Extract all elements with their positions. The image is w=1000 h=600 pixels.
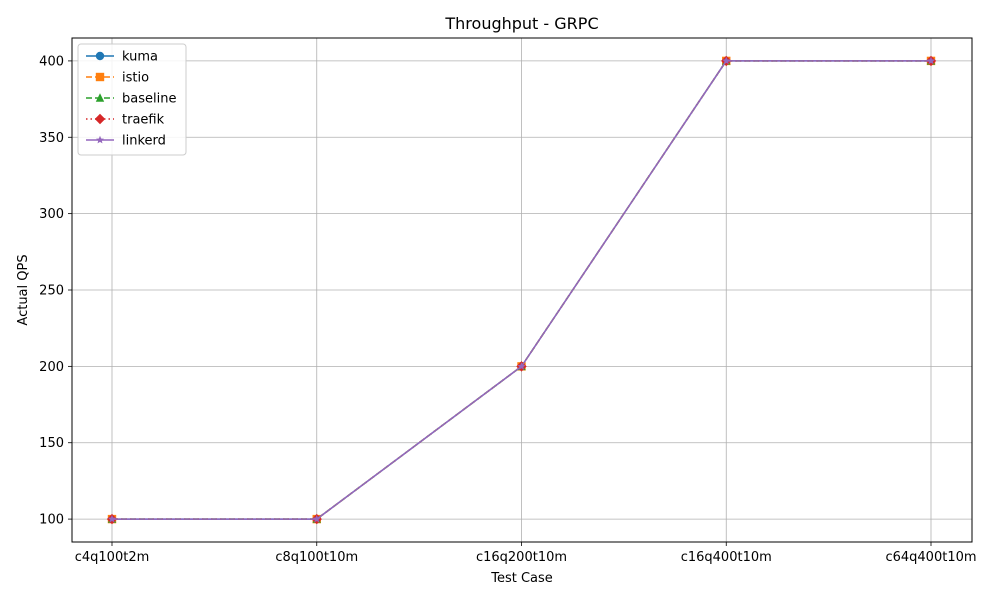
legend: kuma istio baseline traefik linkerd [77, 43, 187, 156]
y-tick-label: 150 [39, 436, 64, 451]
series-layer [106, 55, 937, 525]
legend-box [77, 43, 187, 156]
legend-label-linkerd: linkerd [122, 134, 166, 149]
x-tick-label: c16q200t10m [476, 550, 567, 565]
y-axis-ticks: 100 150 200 250 300 350 400 [39, 54, 72, 528]
x-axis-label: Test Case [490, 571, 553, 586]
data-point-linkerd [312, 514, 321, 523]
x-axis-ticks: c4q100t2m c8q100t10m c16q200t10m c16q400t10… [75, 542, 977, 565]
legend-marker-linkerd [96, 135, 104, 144]
y-tick-label: 200 [39, 360, 64, 375]
y-tick-label: 250 [39, 284, 64, 299]
data-point-linkerd [108, 514, 116, 523]
legend-marker-kuma [95, 51, 105, 61]
x-tick-label: c16q400t10m [681, 550, 772, 565]
x-tick-label: c64q400t10m [885, 550, 976, 565]
data-point-linkerd [927, 56, 935, 65]
legend-marker-baseline [95, 93, 105, 102]
legend-label-istio: istio [122, 71, 149, 86]
legend-label-kuma: kuma [122, 50, 158, 65]
y-tick-label: 400 [39, 54, 64, 69]
data-point-linkerd [517, 362, 526, 370]
y-axis-label: Actual QPS [16, 254, 31, 325]
legend-marker-istio [95, 72, 105, 82]
x-tick-label: c8q100t10m [275, 550, 358, 565]
x-tick-label: c4q100t2m [75, 550, 150, 565]
legend-marker-traefik [94, 113, 106, 125]
y-tick-label: 100 [39, 513, 64, 528]
y-tick-label: 300 [39, 207, 64, 222]
grid-lines [72, 38, 972, 542]
legend-label-baseline: baseline [122, 92, 176, 107]
chart-title: Throughput - GRPC [444, 14, 598, 33]
data-point-linkerd [722, 56, 731, 65]
series-linkerd [108, 56, 935, 523]
y-tick-label: 350 [39, 131, 64, 146]
legend-label-traefik: traefik [122, 113, 165, 128]
